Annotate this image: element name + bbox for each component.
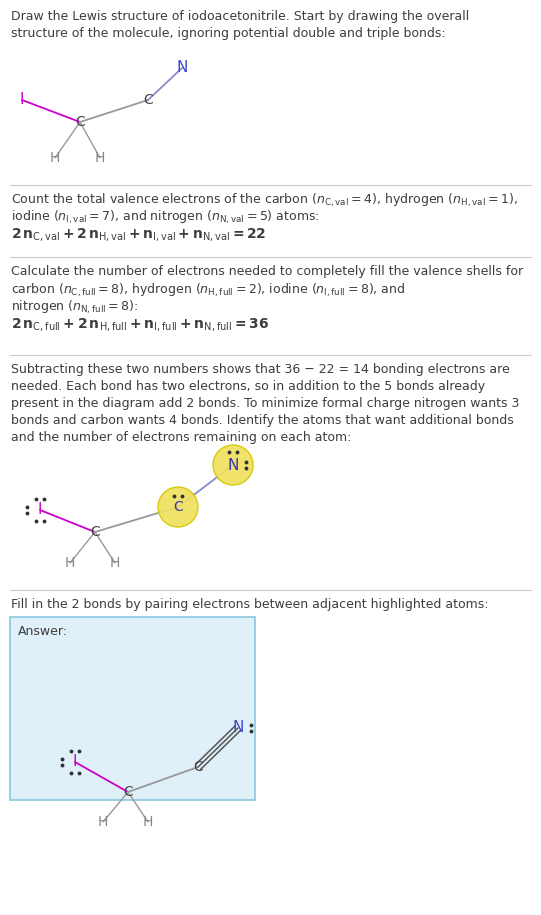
Text: bonds and carbon wants 4 bonds. Identify the atoms that want additional bonds: bonds and carbon wants 4 bonds. Identify… [11,414,514,427]
Text: N: N [176,60,188,76]
Text: I: I [20,92,24,107]
Text: H: H [95,151,105,165]
Text: C: C [143,93,153,107]
Text: C: C [90,525,100,539]
Circle shape [158,487,198,527]
Text: Calculate the number of electrons needed to completely fill the valence shells f: Calculate the number of electrons needed… [11,265,523,278]
FancyBboxPatch shape [10,617,255,800]
Text: Subtracting these two numbers shows that 36 − 22 = 14 bonding electrons are: Subtracting these two numbers shows that… [11,363,510,376]
Text: Fill in the 2 bonds by pairing electrons between adjacent highlighted atoms:: Fill in the 2 bonds by pairing electrons… [11,598,489,611]
Text: H: H [110,556,120,570]
Text: I: I [38,502,42,518]
Text: $\mathbf{2\,n_\mathrm{C,full}+2\,n_\mathrm{H,full}+n_\mathrm{I,full}+n_\mathrm{N: $\mathbf{2\,n_\mathrm{C,full}+2\,n_\math… [11,316,269,333]
Text: carbon ($n_\mathrm{C,full}=8$), hydrogen ($n_\mathrm{H,full}=2$), iodine ($n_\ma: carbon ($n_\mathrm{C,full}=8$), hydrogen… [11,282,405,299]
Text: $\mathbf{2\,n_\mathrm{C,val}+2\,n_\mathrm{H,val}+n_\mathrm{I,val}+n_\mathrm{N,va: $\mathbf{2\,n_\mathrm{C,val}+2\,n_\mathr… [11,226,267,243]
Text: present in the diagram add 2 bonds. To minimize formal charge nitrogen wants 3: present in the diagram add 2 bonds. To m… [11,397,519,410]
Text: H: H [98,815,108,829]
Text: nitrogen ($n_\mathrm{N,full}=8$):: nitrogen ($n_\mathrm{N,full}=8$): [11,299,138,317]
Text: N: N [227,458,239,472]
Text: C: C [193,760,203,774]
Text: H: H [65,556,75,570]
Text: iodine ($n_\mathrm{I,val}=7$), and nitrogen ($n_\mathrm{N,val}=5$) atoms:: iodine ($n_\mathrm{I,val}=7$), and nitro… [11,209,320,226]
Text: C: C [173,500,183,514]
Text: H: H [50,151,60,165]
Text: needed. Each bond has two electrons, so in addition to the 5 bonds already: needed. Each bond has two electrons, so … [11,380,485,393]
Text: C: C [123,785,133,799]
Text: Count the total valence electrons of the carbon ($n_\mathrm{C,val}=4$), hydrogen: Count the total valence electrons of the… [11,192,518,210]
Text: H: H [143,815,153,829]
Text: N: N [232,720,243,736]
Text: I: I [72,755,77,770]
Circle shape [213,445,253,485]
Text: and the number of electrons remaining on each atom:: and the number of electrons remaining on… [11,431,351,444]
Text: structure of the molecule, ignoring potential double and triple bonds:: structure of the molecule, ignoring pote… [11,27,446,40]
Text: C: C [75,115,85,129]
Text: Draw the Lewis structure of iodoacetonitrile. Start by drawing the overall: Draw the Lewis structure of iodoacetonit… [11,10,469,23]
Text: Answer:: Answer: [18,625,68,638]
